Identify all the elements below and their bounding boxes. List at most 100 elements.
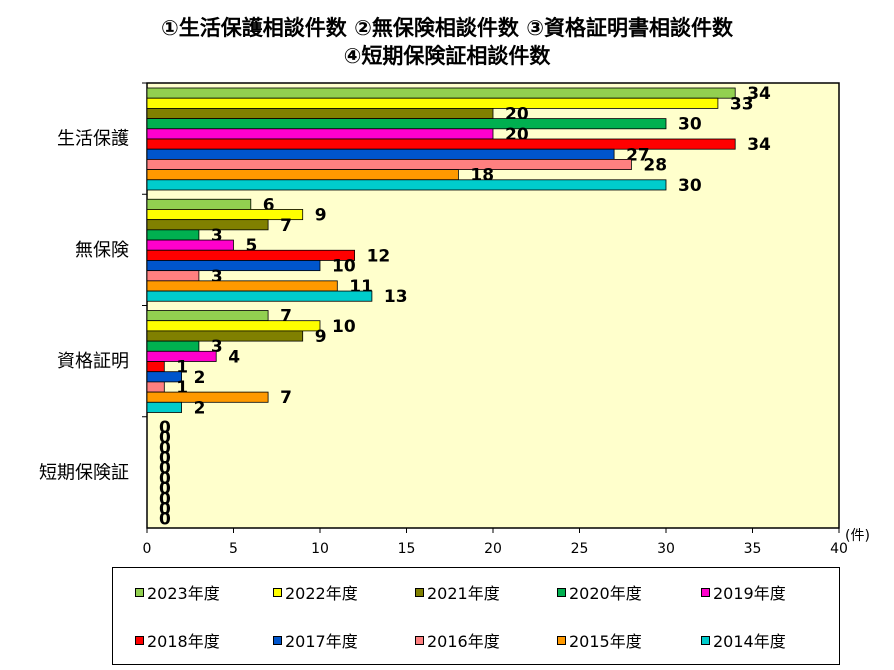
bar: [146, 219, 269, 231]
legend-label: 2017年度: [285, 632, 358, 651]
data-label: 0: [159, 469, 171, 489]
x-tick-label: 0: [143, 541, 152, 557]
data-label: 9: [315, 206, 327, 226]
x-tick-label: 30: [657, 541, 675, 557]
data-label: 27: [626, 145, 650, 165]
data-label: 34: [747, 135, 771, 155]
data-label: 4: [228, 347, 240, 367]
data-label: 3: [211, 226, 223, 246]
data-label: 0: [159, 479, 171, 499]
bar: [146, 87, 736, 99]
data-label: 0: [159, 489, 171, 509]
data-label: 34: [747, 84, 771, 104]
legend-swatch: [415, 587, 424, 597]
data-label: 7: [280, 216, 292, 236]
bar: [146, 310, 269, 322]
bar: [146, 381, 165, 393]
bar: [146, 350, 217, 362]
legend-label: 2020年度: [569, 584, 642, 603]
category-label: 短期保険証: [39, 462, 129, 483]
legend-item: 2017年度: [273, 628, 358, 652]
bar: [146, 340, 200, 352]
legend-swatch: [557, 587, 566, 597]
legend-label: 2018年度: [147, 632, 220, 651]
bar: [146, 391, 269, 403]
bar: [146, 320, 321, 332]
legend-label: 2021年度: [427, 584, 500, 603]
data-label: 0: [159, 499, 171, 519]
legend-swatch: [557, 635, 566, 645]
legend-label: 2022年度: [285, 584, 358, 603]
legend-label: 2015年度: [569, 632, 642, 651]
data-label: 0: [159, 418, 171, 438]
data-label: 5: [246, 236, 258, 256]
legend-label: 2023年度: [147, 584, 220, 603]
data-label: 3: [211, 267, 223, 287]
data-label: 0: [159, 448, 171, 468]
data-label: 2: [194, 368, 206, 388]
legend-item: 2018年度: [135, 628, 220, 652]
bar: [146, 198, 252, 210]
chart-title: ①生活保護相談件数 ②無保険相談件数 ③資格証明書相談件数 ④短期保険証相談件数: [0, 14, 894, 70]
data-label: 30: [678, 115, 702, 135]
data-label: 0: [159, 459, 171, 479]
bar: [146, 260, 321, 272]
x-tick-label: 35: [744, 541, 762, 557]
data-label: 33: [730, 94, 754, 114]
legend-swatch: [135, 587, 144, 597]
bar: [146, 97, 719, 109]
legend-label: 2019年度: [713, 584, 786, 603]
bar: [146, 108, 494, 120]
x-tick-label: 10: [311, 541, 329, 557]
data-label: 0: [159, 510, 171, 530]
bar: [146, 280, 338, 292]
data-label: 3: [211, 337, 223, 357]
bar: [146, 270, 200, 282]
x-tick-label: 15: [398, 541, 416, 557]
data-label: 13: [384, 287, 408, 307]
chart-title-line-1: ①生活保護相談件数 ②無保険相談件数 ③資格証明書相談件数: [161, 16, 733, 40]
bar: [146, 249, 356, 261]
legend: 2023年度 2022年度 2021年度 2020年度 2019年度 2018年度 2017…: [112, 567, 840, 665]
category-label: 生活保護: [57, 129, 129, 150]
legend-swatch: [415, 635, 424, 645]
bar: [146, 118, 667, 130]
bar: [146, 361, 165, 373]
legend-item: 2022年度: [273, 580, 358, 604]
x-axis-unit: (件): [845, 528, 870, 544]
x-tick-label: 25: [571, 541, 589, 557]
legend-label: 2016年度: [427, 632, 500, 651]
legend-item: 2014年度: [701, 628, 786, 652]
bar: [146, 128, 494, 140]
x-tick-label: 5: [229, 541, 238, 557]
legend-item: 2023年度: [135, 580, 220, 604]
data-label: 10: [332, 317, 356, 337]
legend-item: 2016年度: [415, 628, 500, 652]
category-label: 資格証明: [57, 351, 129, 372]
legend-swatch: [701, 635, 710, 645]
data-label: 9: [315, 327, 327, 347]
bar: [146, 229, 200, 241]
legend-swatch: [701, 587, 710, 597]
data-label: 10: [332, 257, 356, 277]
data-label: 7: [280, 307, 292, 327]
legend-item: 2021年度: [415, 580, 500, 604]
data-label: 1: [176, 358, 188, 378]
bar: [146, 158, 632, 170]
data-label: 7: [280, 388, 292, 408]
bar: [146, 239, 234, 251]
data-label: 0: [159, 428, 171, 448]
data-label: 0: [159, 438, 171, 458]
chart-title-line-2: ④短期保険証相談件数: [343, 44, 551, 68]
legend-swatch: [273, 635, 282, 645]
x-tick-label: 20: [484, 541, 502, 557]
legend-item: 2019年度: [701, 580, 786, 604]
bar: [146, 330, 304, 342]
bar: [146, 169, 459, 181]
legend-item: 2020年度: [557, 580, 642, 604]
x-tick-label: 40: [830, 541, 848, 557]
data-label: 30: [678, 176, 702, 196]
bar: [146, 401, 182, 413]
legend-label: 2014年度: [713, 632, 786, 651]
